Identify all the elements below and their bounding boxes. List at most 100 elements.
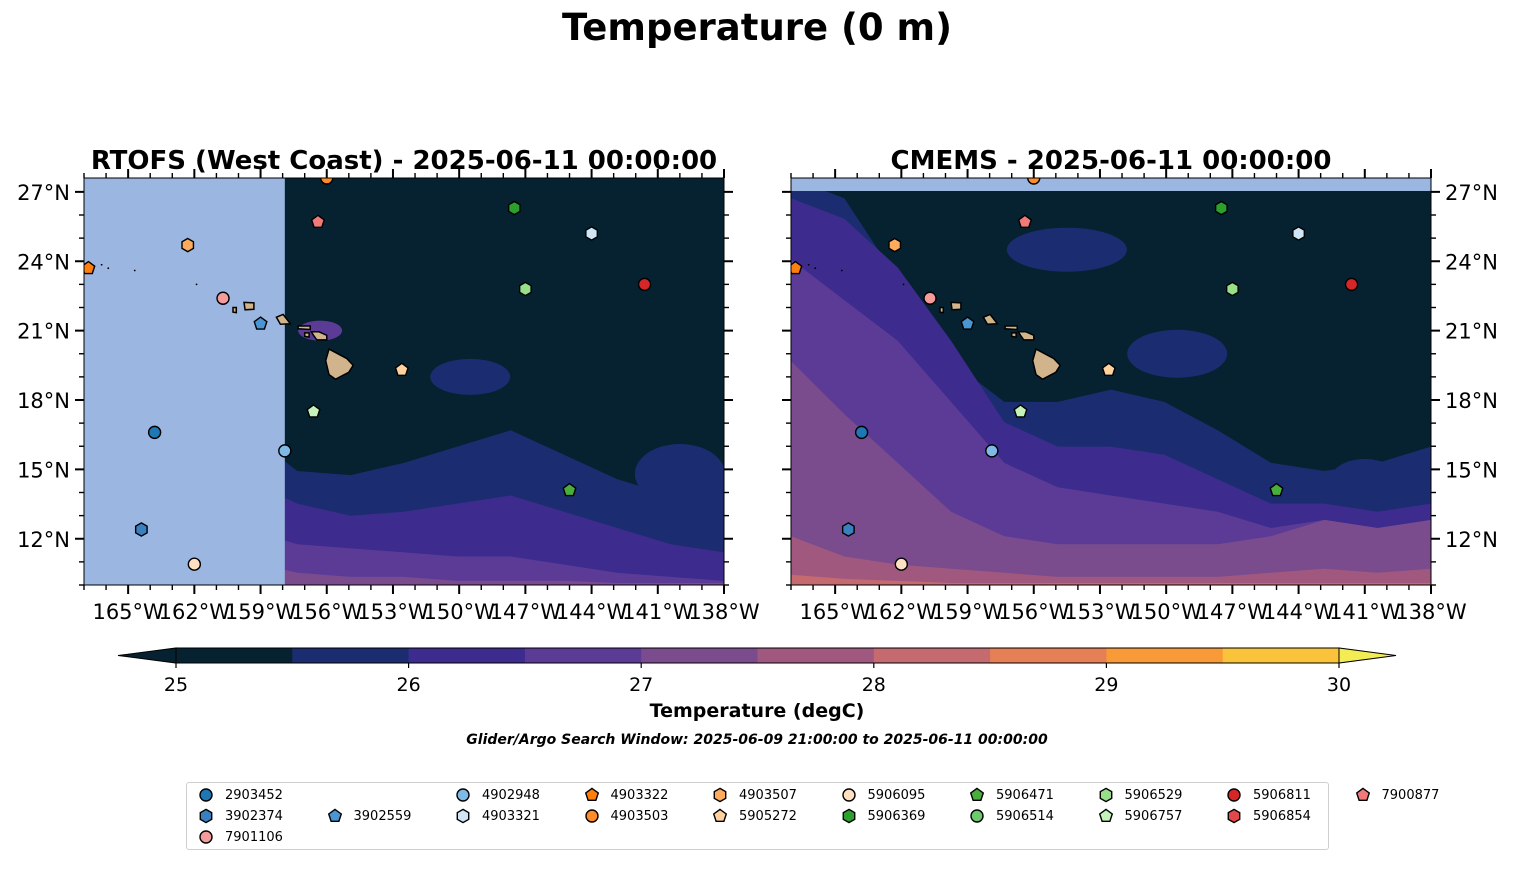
legend-label: 2903452 (225, 787, 283, 803)
island (303, 332, 310, 338)
x-tick-label: 162°W (866, 600, 938, 624)
float-marker-3902559 (253, 316, 268, 330)
float-marker-5906529 (518, 281, 532, 297)
y-tick-label: 18°N (17, 389, 70, 413)
islet (107, 267, 110, 270)
band-27-27.5 (791, 361, 1431, 585)
islet (840, 269, 843, 272)
colorbar-frame (175, 647, 1340, 664)
y-tick-label: 18°N (1445, 389, 1498, 413)
x-tick-label: 165°W (92, 600, 164, 624)
legend-marker (712, 808, 728, 823)
y-tick-label: 24°N (1445, 250, 1498, 274)
float-marker-5906757 (1013, 404, 1028, 418)
legend-marker (584, 809, 599, 823)
legend-label: 4903507 (739, 787, 797, 803)
x-tick-label: 162°W (159, 600, 231, 624)
legend-item-5906369: 5906369 (840, 806, 926, 826)
colorbar-tick-label: 28 (862, 674, 886, 696)
legend-marker (841, 788, 856, 802)
legend-marker (1227, 808, 1241, 824)
island (232, 306, 238, 314)
colorbar-tick-label: 26 (397, 674, 421, 696)
legend-marker-icon (199, 808, 213, 824)
x-tick-label: 144°W (556, 600, 628, 624)
float-marker-7901106 (923, 291, 937, 305)
colorbar-segment (757, 648, 875, 663)
island (939, 306, 945, 314)
legend-marker-icon (456, 808, 470, 824)
figure-title: Temperature (0 m) (561, 6, 953, 49)
legend-item-5906095: 5906095 (840, 785, 925, 805)
legend-item-5906811: 5906811 (1225, 785, 1311, 805)
x-tick-label: 141°W (622, 600, 694, 624)
float-marker-5905272 (1101, 362, 1116, 376)
legend-item-4903321: 4903321 (454, 806, 540, 826)
legend-label: 5906471 (996, 787, 1054, 803)
float-marker-4903507 (181, 237, 195, 253)
legend-marker-icon (969, 787, 985, 802)
colorbar-label: Temperature (degC) (649, 700, 865, 722)
legend-label: 5906811 (1253, 787, 1311, 803)
legend-label: 5906369 (867, 808, 926, 824)
float-marker-7900877 (310, 214, 326, 228)
colorbar-segment (524, 648, 642, 663)
island (1010, 332, 1017, 338)
y-tick-label: 12°N (1445, 528, 1498, 552)
eddy (1127, 329, 1228, 378)
colorbar: 25 26 27 28 29 30 (117, 647, 1397, 696)
colorbar-tick-label: 25 (164, 674, 188, 696)
float-marker-3902374 (134, 522, 148, 537)
legend-item-5905272: 5905272 (711, 806, 797, 826)
legend-marker (969, 787, 985, 802)
float-legend: 2903452 3902374 3902559 4902948 4903321 49033… (186, 782, 1439, 850)
legend-item-4903507: 4903507 (711, 785, 797, 805)
x-tick-label: 138°W (1395, 600, 1467, 624)
eddy (1329, 458, 1400, 503)
x-tick-label: 153°W (357, 600, 429, 624)
float-marker-2903452 (854, 425, 869, 440)
no-data-region (84, 178, 285, 585)
legend-marker-icon (1098, 808, 1113, 823)
y-tick-label: 21°N (1445, 320, 1498, 344)
legend-item-5906529: 5906529 (1097, 785, 1182, 805)
legend-marker-icon (1099, 787, 1112, 803)
colorbar-segment (292, 648, 410, 663)
legend-item-4903322: 4903322 (583, 785, 668, 805)
colorbar-segment (873, 648, 991, 663)
legend-marker-icon (712, 808, 728, 823)
legend-marker (584, 787, 599, 802)
y-tick-label: 15°N (1445, 458, 1498, 482)
legend-marker-icon (584, 787, 599, 802)
legend-marker (327, 808, 342, 823)
y-tick-label: 15°N (17, 458, 70, 482)
float-marker-5906095 (894, 557, 909, 571)
x-tick-label: 153°W (1064, 600, 1136, 624)
legend-marker (970, 809, 984, 823)
float-marker-4903503 (1027, 178, 1041, 185)
legend-label: 4903503 (610, 808, 669, 824)
map-panel-1: 165°W162°W159°W156°W153°W150°W147°W144°W… (17, 146, 760, 624)
eddy (1006, 227, 1127, 272)
island (275, 313, 292, 325)
float-marker-5906757 (306, 404, 321, 418)
x-tick-label: 141°W (1329, 600, 1401, 624)
legend-marker-icon (456, 788, 470, 802)
legend-label: 3902374 (225, 808, 283, 824)
legend-item-5906854: 5906854 (1225, 806, 1311, 826)
float-marker-4903322 (791, 260, 803, 275)
legend-label: 5906757 (1124, 808, 1183, 824)
float-marker-3902559 (960, 316, 975, 330)
band-28-28.5 (791, 574, 1431, 585)
x-tick-label: 159°W (225, 600, 297, 624)
legend-marker-icon (1227, 788, 1241, 802)
float-marker-5906811 (637, 277, 652, 292)
colorbar-extend-high (1338, 647, 1397, 664)
float-marker-5906471 (562, 482, 577, 497)
x-tick-label: 138°W (688, 600, 760, 624)
legend-marker-icon (1227, 808, 1241, 824)
legend-marker-icon (841, 788, 856, 802)
colorbar-segment (641, 648, 758, 663)
temperature-field (791, 178, 1431, 585)
colorbar-segment (176, 648, 293, 663)
